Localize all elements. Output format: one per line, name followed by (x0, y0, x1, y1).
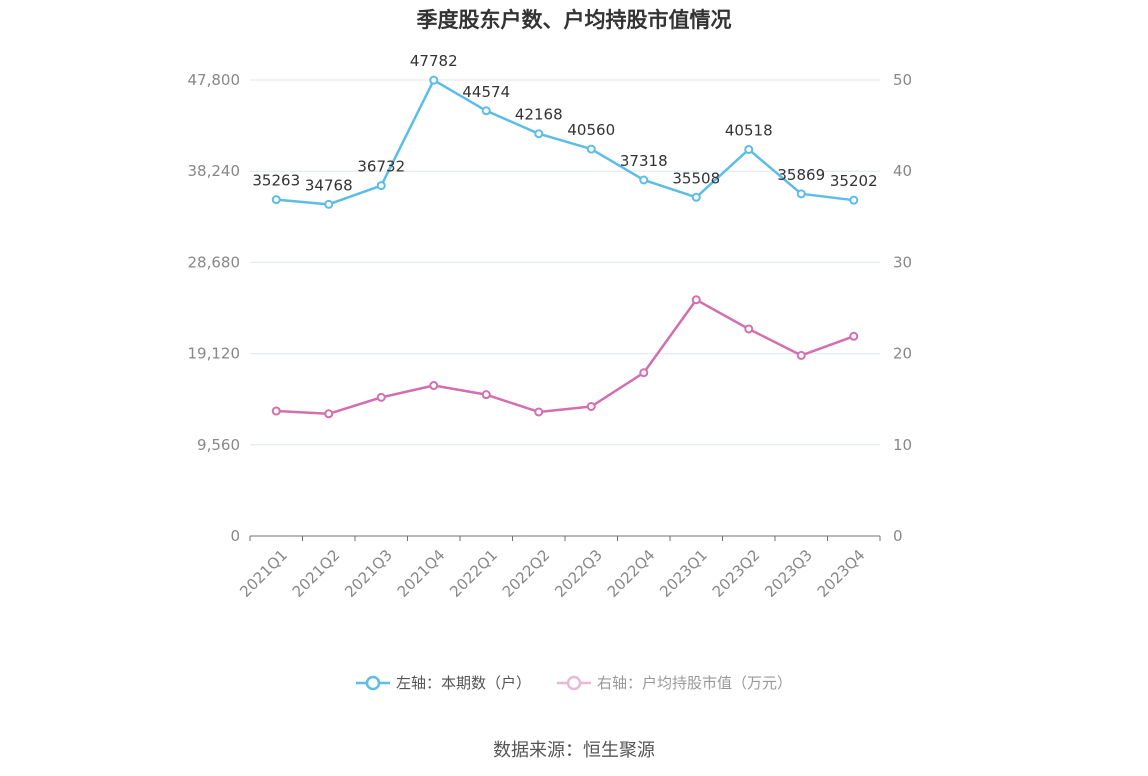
right-tick-label: 30 (893, 253, 912, 271)
right-axis: 0 10 20 30 40 50 (893, 71, 912, 545)
data-point-right (744, 324, 754, 334)
series-line-right (276, 298, 855, 416)
legend-item-right[interactable]: 右轴：户均持股市值（万元） (557, 672, 792, 693)
data-point-left (324, 199, 334, 209)
data-point-left (534, 129, 544, 139)
data-point-right (534, 407, 544, 417)
x-tick-label: 2022Q4 (604, 546, 659, 601)
data-point-right (376, 392, 386, 402)
data-point-left (481, 106, 491, 116)
legend-label-right: 右轴：户均持股市值（万元） (597, 674, 793, 692)
data-point-left (429, 75, 439, 85)
data-label: 40518 (725, 121, 773, 139)
data-point-right (481, 390, 491, 400)
grid-lines (250, 79, 880, 446)
legend-label-left: 左轴：本期数（户） (395, 674, 531, 692)
data-label: 34768 (305, 176, 353, 194)
data-point-left (271, 195, 281, 205)
data-point-right (796, 350, 806, 360)
data-point-right (324, 409, 334, 419)
data-point-right (849, 331, 859, 341)
data-point-left (586, 144, 596, 154)
data-label: 35263 (252, 172, 300, 190)
chart-title: 季度股东户数、户均持股市值情况 (416, 8, 732, 32)
data-label: 36732 (357, 158, 405, 176)
source-note: 数据来源：恒生聚源 (493, 740, 655, 761)
legend-marker-right-icon (557, 675, 591, 690)
data-point-left (849, 195, 859, 205)
left-tick-label: 0 (230, 527, 240, 545)
data-label: 47782 (410, 52, 458, 70)
data-point-left (796, 189, 806, 199)
left-tick-label: 9,560 (197, 436, 240, 454)
x-axis: 2021Q12021Q22021Q32021Q42022Q12022Q22022… (236, 535, 881, 601)
left-axis: 0 9,560 19,120 28,680 38,240 47,800 (188, 71, 241, 545)
data-label: 37318 (620, 152, 668, 170)
left-tick-label: 28,680 (188, 253, 241, 271)
right-tick-label: 0 (893, 527, 903, 545)
x-tick-label: 2022Q1 (446, 546, 501, 601)
x-tick-label: 2023Q4 (814, 546, 869, 601)
data-point-right (271, 406, 281, 416)
left-tick-label: 19,120 (188, 345, 241, 363)
data-point-left (376, 181, 386, 191)
legend: 左轴：本期数（户） 右轴：户均持股市值（万元） (0, 672, 1148, 693)
data-label: 42168 (515, 106, 563, 124)
x-tick-label: 2023Q3 (761, 546, 816, 601)
data-point-right (429, 381, 439, 391)
x-tick-label: 2021Q2 (289, 546, 344, 601)
right-tick-label: 50 (893, 71, 912, 89)
right-tick-label: 10 (893, 436, 912, 454)
legend-marker-left-icon (355, 675, 390, 690)
data-point-left (639, 175, 649, 185)
x-tick-label: 2023Q2 (709, 546, 764, 601)
legend-item-left[interactable]: 左轴：本期数（户） (355, 672, 531, 693)
chart-canvas: 0 9,560 19,120 28,680 38,240 47,800 0 10 20 30 40… (188, 52, 913, 601)
left-tick-label: 47,800 (188, 71, 241, 89)
x-tick-label: 2021Q1 (236, 546, 291, 601)
right-tick-label: 20 (893, 345, 912, 363)
data-point-right (691, 295, 701, 305)
data-point-left (744, 144, 754, 154)
series-lines (271, 75, 859, 419)
x-tick-label: 2022Q3 (551, 546, 606, 601)
data-point-left (691, 192, 701, 202)
data-label: 44574 (462, 83, 510, 101)
x-tick-label: 2023Q1 (656, 546, 711, 601)
x-tick-label: 2021Q4 (394, 546, 449, 601)
data-point-right (586, 401, 596, 411)
data-label: 35869 (777, 166, 825, 184)
right-tick-label: 40 (893, 162, 912, 180)
series-line-left (276, 78, 854, 206)
data-label: 40560 (567, 121, 615, 139)
data-point-right (639, 368, 649, 378)
data-label: 35508 (672, 169, 720, 187)
x-tick-label: 2022Q2 (499, 546, 554, 601)
data-label: 35202 (830, 172, 878, 190)
x-tick-label: 2021Q3 (341, 546, 396, 601)
left-tick-label: 38,240 (188, 162, 241, 180)
